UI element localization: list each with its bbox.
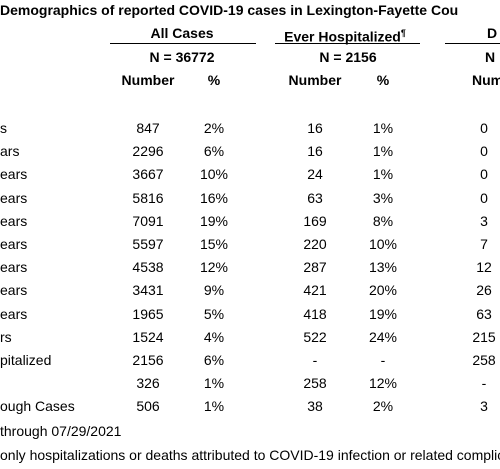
- cell: 1524: [132, 328, 164, 345]
- cell: 3431: [132, 282, 164, 299]
- cell: 8%: [372, 212, 394, 229]
- row-label: ears: [0, 259, 28, 276]
- cell: 5816: [132, 189, 164, 206]
- footnote-mark: ¶: [400, 28, 406, 38]
- cell: 215: [472, 328, 496, 345]
- group-n: N: [484, 49, 496, 65]
- cell: 1965: [132, 305, 164, 322]
- cell: 10%: [199, 166, 229, 183]
- group-header: Ever Hospitalized¶: [284, 28, 406, 45]
- cell: 4538: [132, 259, 164, 276]
- cell: 2156: [132, 352, 164, 368]
- row-label: ars: [0, 143, 20, 160]
- cell: 26: [476, 282, 492, 299]
- cell: 19%: [368, 305, 398, 322]
- cell: 220: [303, 236, 327, 252]
- footnote: only hospitalizations or deaths attribut…: [0, 447, 500, 463]
- cell: 5597: [132, 236, 164, 252]
- cell: 1%: [203, 398, 225, 415]
- cell: 0: [480, 189, 488, 206]
- cell: 169: [303, 212, 327, 229]
- row-label: ears: [0, 212, 28, 229]
- cell: 5%: [203, 305, 225, 322]
- row-label: ough Cases: [0, 398, 75, 415]
- cell: 7091: [132, 212, 164, 229]
- cell: 1%: [372, 143, 394, 160]
- column-header: %: [376, 72, 390, 88]
- group-header: D: [486, 25, 498, 41]
- row-label: ears: [0, 189, 28, 206]
- column-header: Numb: [472, 72, 500, 88]
- cell: 522: [303, 328, 327, 345]
- cell: -: [481, 375, 487, 392]
- cell: 1%: [203, 375, 225, 392]
- cell: 12%: [368, 375, 398, 392]
- column-header: Number: [121, 72, 175, 88]
- cell: 1%: [372, 120, 394, 136]
- cell: 0: [480, 120, 488, 136]
- cell: 3: [480, 398, 488, 415]
- cell: 0: [480, 143, 488, 160]
- cell: 1%: [372, 166, 394, 183]
- row-label: rs: [0, 328, 12, 345]
- cell: 13%: [368, 259, 398, 276]
- cell: 16: [307, 143, 323, 160]
- cell: 63: [476, 305, 492, 322]
- cell: 24%: [368, 328, 398, 345]
- cell: 2%: [372, 398, 394, 415]
- cell: 12: [476, 259, 492, 276]
- cell: 16%: [199, 189, 229, 206]
- cell: 6%: [203, 352, 225, 368]
- group-rule: [275, 43, 420, 44]
- cell: 16: [307, 120, 323, 136]
- row-label: ears: [0, 166, 28, 183]
- cell: -: [312, 352, 318, 368]
- row-label: pitalized: [0, 352, 52, 368]
- cell: 2296: [132, 143, 164, 160]
- cell: 258: [472, 352, 496, 368]
- footnote: through 07/29/2021: [0, 423, 122, 439]
- cell: 2%: [203, 120, 225, 136]
- cell: 20%: [368, 282, 398, 299]
- group-n: N = 36772: [149, 49, 215, 65]
- cell: 287: [303, 259, 327, 276]
- group-n: N = 2156: [319, 49, 377, 65]
- cell: 258: [303, 375, 327, 392]
- cell: 24: [307, 166, 323, 183]
- group-header: All Cases: [150, 25, 214, 41]
- group-rule: [445, 43, 500, 44]
- cell: 3: [480, 212, 488, 229]
- row-label: s: [0, 120, 7, 136]
- cell: 506: [136, 398, 160, 415]
- row-label: ears: [0, 282, 28, 299]
- cell: 12%: [199, 259, 229, 276]
- cell: 10%: [368, 236, 398, 252]
- cell: 3667: [132, 166, 164, 183]
- cell: 326: [136, 375, 160, 392]
- row-label: ears: [0, 236, 28, 252]
- cell: 847: [136, 120, 160, 136]
- cell: 0: [480, 166, 488, 183]
- row-label: ears: [0, 305, 28, 322]
- cell: 6%: [203, 143, 225, 160]
- column-header: Number: [288, 72, 342, 88]
- cell: 15%: [199, 236, 229, 252]
- cell: 421: [303, 282, 327, 299]
- cell: 38: [307, 398, 323, 415]
- cell: -: [380, 352, 386, 368]
- cell: 19%: [199, 212, 229, 229]
- cell: 3%: [372, 189, 394, 206]
- cell: 418: [303, 305, 327, 322]
- table-title: Demographics of reported COVID-19 cases …: [0, 2, 459, 18]
- column-header: %: [207, 72, 221, 88]
- group-rule: [110, 43, 256, 44]
- cell: 63: [307, 189, 323, 206]
- cell: 7: [480, 236, 488, 252]
- cell: 9%: [203, 282, 225, 299]
- cell: 4%: [203, 328, 225, 345]
